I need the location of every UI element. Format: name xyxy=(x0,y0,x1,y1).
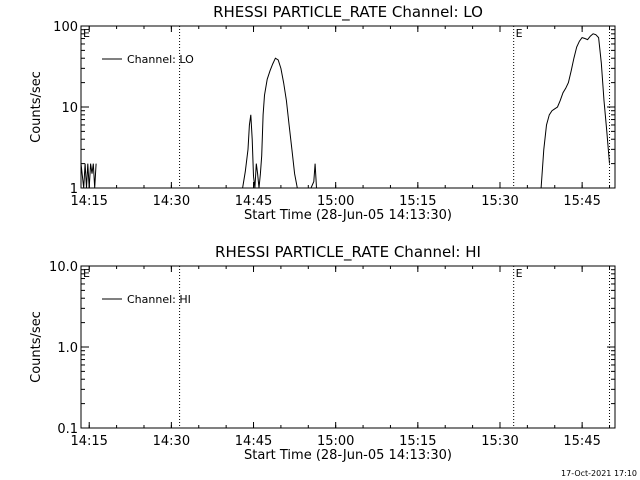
x-tick-label: 14:45 xyxy=(235,194,272,209)
x-tick-label: 15:00 xyxy=(317,434,354,449)
x-tick-label: 15:45 xyxy=(563,434,600,449)
legend-label: Channel: LO xyxy=(127,53,194,66)
hi-channel-panel: RHESSI PARTICLE_RATE Channel: HI 14:15 14:… xyxy=(29,243,616,463)
marker-label: E xyxy=(83,267,90,280)
chart-title: RHESSI PARTICLE_RATE Channel: LO xyxy=(213,3,483,22)
marker-label: E xyxy=(516,267,523,280)
legend-label: Channel: HI xyxy=(127,293,191,306)
plot-frame xyxy=(80,265,616,429)
y-axis-label: Counts/sec xyxy=(29,311,44,383)
footer-timestamp: 17-Oct-2021 17:10 xyxy=(561,469,637,478)
x-tick-label: 14:15 xyxy=(70,434,107,449)
x-tick-label: 14:30 xyxy=(153,434,190,449)
x-axis-label: Start Time (28-Jun-05 14:13:30) xyxy=(244,448,452,463)
x-tick-label: 15:45 xyxy=(563,194,600,209)
x-tick-label: 15:30 xyxy=(481,434,518,449)
series-line xyxy=(80,33,610,189)
x-tick-label: 15:15 xyxy=(399,434,436,449)
x-axis-label: Start Time (28-Jun-05 14:13:30) xyxy=(244,208,452,223)
y-tick-label: 0.1 xyxy=(57,422,78,437)
y-tick-label: 1.0 xyxy=(57,341,78,356)
y-tick-label: 10 xyxy=(61,101,78,116)
plot-frame xyxy=(80,25,616,189)
x-tick-label: 14:15 xyxy=(70,194,107,209)
y-axis-label: Counts/sec xyxy=(29,71,44,143)
x-tick-label: 15:00 xyxy=(317,194,354,209)
x-tick-label: 15:30 xyxy=(481,194,518,209)
marker-label: E xyxy=(83,27,90,40)
y-tick-label: 100 xyxy=(53,20,78,35)
y-tick-label: 10.0 xyxy=(49,260,78,275)
x-tick-label: 15:15 xyxy=(399,194,436,209)
marker-label: E xyxy=(516,27,523,40)
x-tick-label: 14:30 xyxy=(153,194,190,209)
x-tick-label: 14:45 xyxy=(235,434,272,449)
lo-channel-panel: RHESSI PARTICLE_RATE Channel: LO 14:15 14:… xyxy=(29,3,616,223)
y-tick-label: 1 xyxy=(70,182,78,197)
chart-title: RHESSI PARTICLE_RATE Channel: HI xyxy=(215,243,481,262)
